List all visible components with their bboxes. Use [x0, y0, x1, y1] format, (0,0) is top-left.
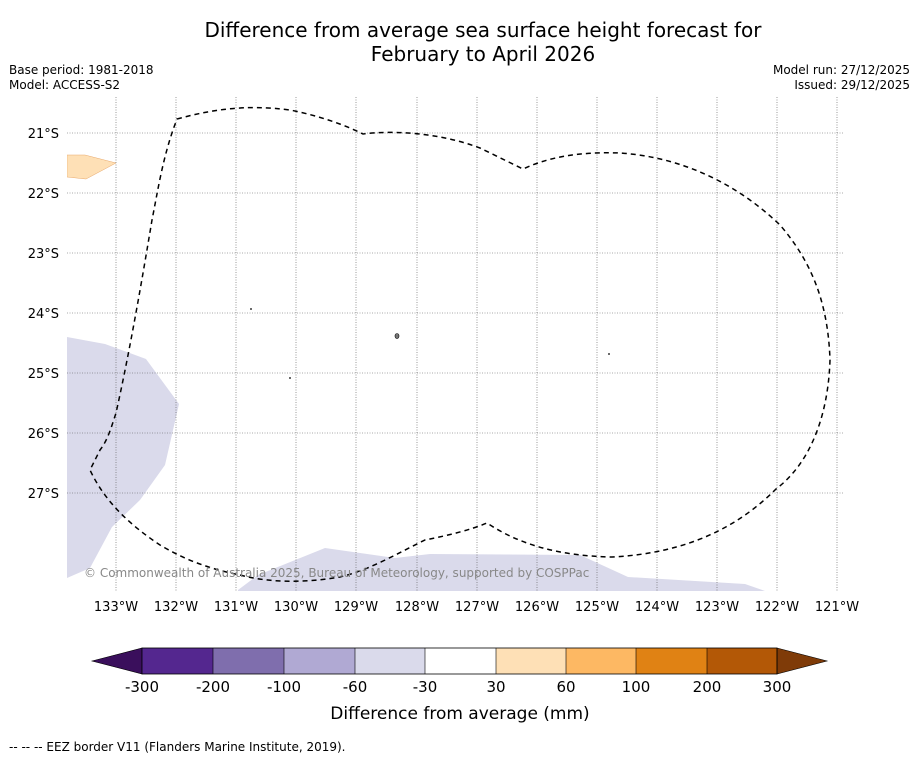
model-run: Model run: 27/12/2025 [772, 63, 910, 77]
lon-label: 121°W [815, 600, 859, 615]
colorbar-segment [566, 648, 636, 674]
lon-label: 126°W [515, 600, 559, 615]
lon-label: 127°W [455, 600, 499, 615]
colorbar-tick-label: -200 [196, 678, 230, 696]
island [289, 377, 291, 379]
island [608, 353, 610, 355]
colorbar-tick-label: 30 [486, 678, 505, 696]
colorbar-segment [284, 648, 355, 674]
lon-label: 133°W [94, 600, 138, 615]
metadata-right: Model run: 27/12/2025 Issued: 29/12/2025 [773, 63, 910, 93]
colorbar-segment [355, 648, 425, 674]
colorbar-segment [636, 648, 707, 674]
title-line-2: February to April 2026 [370, 42, 596, 66]
lon-label: 128°W [395, 600, 439, 615]
latitude-labels: 21°S 22°S 23°S 24°S 25°S 26°S 27°S [28, 127, 59, 502]
colorbar-tick-label: 100 [622, 678, 651, 696]
lon-label: 129°W [334, 600, 378, 615]
anomaly-region-negative-south [238, 548, 765, 591]
title-line-1: Difference from average sea surface heig… [204, 18, 762, 42]
eez-footnote: -- -- -- EEZ border V11 (Flanders Marine… [9, 740, 346, 754]
colorbar-tick-label: -60 [343, 678, 368, 696]
colorbar-dividers [212, 648, 708, 674]
colorbar: -300 -200 -100 -60 -30 30 60 100 200 300… [90, 647, 829, 724]
colorbar-segment [496, 648, 566, 674]
colorbar-segment [142, 648, 213, 674]
map-panel: © Commonwealth of Australia 2025, Bureau… [28, 97, 859, 615]
lat-label: 27°S [28, 487, 59, 502]
lat-label: 25°S [28, 367, 59, 382]
anomaly-region-positive [67, 154, 117, 180]
lat-label: 21°S [28, 127, 59, 142]
longitude-labels: 133°W 132°W 131°W 130°W 129°W 128°W 127°… [94, 600, 859, 615]
gridlines [67, 97, 843, 591]
lat-label: 26°S [28, 427, 59, 442]
issued-date: Issued: 29/12/2025 [794, 78, 910, 92]
lon-label: 130°W [274, 600, 318, 615]
colorbar-extend-high [776, 647, 829, 675]
colorbar-frame [141, 647, 778, 675]
map-figure: © Commonwealth of Australia 2025, Bureau… [28, 97, 859, 724]
anomaly-region-negative-west [67, 337, 179, 578]
base-period: Base period: 1981-2018 [9, 63, 154, 77]
colorbar-segment [707, 648, 777, 674]
lon-label: 131°W [214, 600, 258, 615]
lat-label: 22°S [28, 187, 59, 202]
lon-label: 132°W [154, 600, 198, 615]
colorbar-tick-label: -300 [125, 678, 159, 696]
colorbar-tick-label: 200 [693, 678, 722, 696]
colorbar-segment [425, 648, 496, 674]
island [394, 333, 400, 339]
metadata-left: Base period: 1981-2018 Model: ACCESS-S2 [9, 63, 154, 93]
lon-label: 123°W [695, 600, 739, 615]
copyright-notice: © Commonwealth of Australia 2025, Bureau… [84, 566, 589, 580]
lon-label: 122°W [755, 600, 799, 615]
colorbar-segment [213, 648, 284, 674]
eez-border [89, 106, 831, 583]
lat-label: 23°S [28, 247, 59, 262]
colorbar-tick-label: -30 [413, 678, 438, 696]
model-name: Model: ACCESS-S2 [9, 78, 121, 92]
colorbar-extend-low [90, 647, 143, 675]
colorbar-tick-label: -100 [267, 678, 301, 696]
lon-label: 125°W [575, 600, 619, 615]
island [250, 308, 252, 310]
map-title: Difference from average sea surface heig… [0, 18, 919, 66]
colorbar-title: Difference from average (mm) [330, 704, 589, 724]
lat-label: 24°S [28, 307, 59, 322]
colorbar-tick-label: 60 [556, 678, 575, 696]
lon-label: 124°W [635, 600, 679, 615]
colorbar-tick-label: 300 [763, 678, 792, 696]
colorbar-tick-labels: -300 -200 -100 -60 -30 30 60 100 200 300 [125, 678, 791, 696]
